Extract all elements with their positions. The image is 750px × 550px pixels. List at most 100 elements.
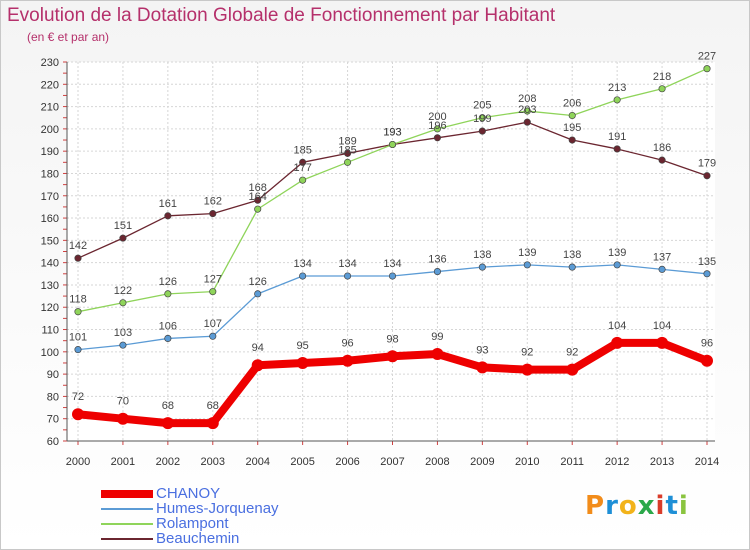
data-point-rolampont (658, 85, 666, 93)
x-tick-label: 2007 (380, 456, 404, 468)
data-label-humes-jorquenay: 139 (608, 247, 626, 259)
data-label-humes-jorquenay: 137 (653, 251, 671, 263)
data-point-humes-jorquenay (703, 270, 711, 278)
data-label-rolampont: 122 (114, 285, 132, 297)
logo-letter: i (655, 491, 666, 521)
data-point-beauchemin (478, 127, 486, 135)
y-tick-label: 170 (41, 191, 59, 203)
plot-area (67, 62, 715, 441)
data-point-beauchemin (164, 212, 172, 220)
data-point-chanoy (206, 417, 219, 430)
logo-letter: x (637, 491, 656, 521)
data-point-rolampont (344, 158, 352, 166)
logo-letter: i (678, 491, 689, 521)
legend-swatch (101, 490, 153, 498)
data-point-humes-jorquenay (523, 261, 531, 269)
data-point-chanoy (296, 356, 309, 369)
chart-title: Evolution de la Dotation Globale de Fonc… (7, 5, 556, 26)
y-tick-label: 160 (41, 213, 59, 225)
y-tick-label: 60 (47, 436, 59, 448)
y-tick-label: 70 (47, 414, 59, 426)
x-tick-label: 2013 (650, 456, 674, 468)
x-tick-label: 2010 (515, 456, 539, 468)
legend-swatch (101, 523, 153, 525)
y-tick-label: 120 (41, 302, 59, 314)
data-point-humes-jorquenay (164, 334, 172, 342)
data-label-chanoy: 95 (297, 340, 309, 352)
data-label-humes-jorquenay: 101 (69, 332, 87, 344)
data-label-chanoy: 94 (252, 342, 264, 354)
data-point-chanoy (476, 361, 489, 374)
data-label-rolampont: 126 (159, 276, 177, 288)
data-point-humes-jorquenay (613, 261, 621, 269)
data-point-chanoy (566, 363, 579, 376)
y-tick-label: 190 (41, 146, 59, 158)
x-tick-label: 2011 (560, 456, 584, 468)
data-label-beauchemin: 186 (653, 142, 671, 154)
data-point-chanoy (72, 408, 84, 421)
y-tick-label: 180 (41, 168, 59, 180)
y-tick-label: 90 (47, 369, 59, 381)
data-label-chanoy: 104 (608, 320, 626, 332)
data-point-beauchemin (433, 134, 441, 142)
data-point-rolampont (119, 299, 127, 307)
logo-letter: r (605, 491, 619, 521)
data-point-humes-jorquenay (119, 341, 127, 349)
data-point-beauchemin (299, 158, 307, 166)
y-tick-label: 200 (41, 124, 59, 136)
grid (67, 61, 715, 442)
data-point-beauchemin (703, 172, 711, 180)
data-label-chanoy: 92 (566, 347, 578, 359)
legend-label: Rolampont (156, 515, 229, 532)
x-tick-label: 2005 (290, 456, 314, 468)
data-point-humes-jorquenay (478, 263, 486, 271)
y-tick-label: 220 (41, 79, 59, 91)
data-point-rolampont (568, 111, 576, 120)
data-point-humes-jorquenay (658, 265, 666, 273)
data-label-rolampont: 127 (204, 274, 222, 286)
data-point-beauchemin (254, 196, 262, 204)
data-label-chanoy: 68 (207, 400, 219, 412)
data-label-rolampont: 185 (338, 144, 356, 156)
data-point-beauchemin (568, 136, 576, 144)
data-label-beauchemin: 199 (473, 113, 491, 125)
data-label-chanoy: 68 (162, 400, 174, 412)
data-point-chanoy (656, 336, 669, 349)
data-label-rolampont: 227 (698, 51, 716, 63)
data-point-humes-jorquenay (254, 290, 262, 298)
data-label-rolampont: 164 (249, 191, 267, 203)
data-point-chanoy (431, 348, 444, 361)
y-tick-label: 150 (41, 235, 59, 247)
data-label-beauchemin: 179 (698, 158, 716, 170)
data-point-rolampont (613, 96, 621, 104)
data-label-rolampont: 193 (383, 126, 401, 138)
data-point-rolampont (254, 205, 262, 213)
data-point-chanoy (611, 336, 624, 349)
logo-letter: o (618, 491, 638, 521)
data-point-beauchemin (209, 210, 217, 218)
data-point-humes-jorquenay (568, 263, 576, 271)
legend-label: CHANOY (156, 485, 221, 502)
data-point-beauchemin (658, 156, 666, 164)
data-point-humes-jorquenay (344, 272, 352, 280)
data-label-humes-jorquenay: 106 (159, 320, 177, 332)
data-label-rolampont: 206 (563, 98, 581, 110)
data-label-chanoy: 104 (653, 320, 671, 332)
legend-swatch (101, 508, 153, 510)
data-label-chanoy: 98 (386, 333, 398, 345)
data-label-chanoy: 96 (341, 338, 353, 350)
y-tick-label: 130 (41, 280, 59, 292)
data-label-humes-jorquenay: 134 (383, 258, 401, 270)
data-label-chanoy: 99 (431, 331, 443, 343)
data-label-chanoy: 93 (476, 344, 488, 356)
data-label-beauchemin: 196 (428, 120, 446, 132)
data-label-humes-jorquenay: 103 (114, 327, 132, 339)
data-point-humes-jorquenay (209, 332, 217, 340)
data-label-chanoy: 70 (117, 396, 129, 408)
data-point-rolampont (164, 290, 172, 298)
data-point-beauchemin (344, 149, 352, 157)
data-label-rolampont: 177 (293, 162, 311, 174)
x-tick-label: 2012 (605, 456, 629, 468)
data-label-humes-jorquenay: 138 (563, 249, 581, 261)
